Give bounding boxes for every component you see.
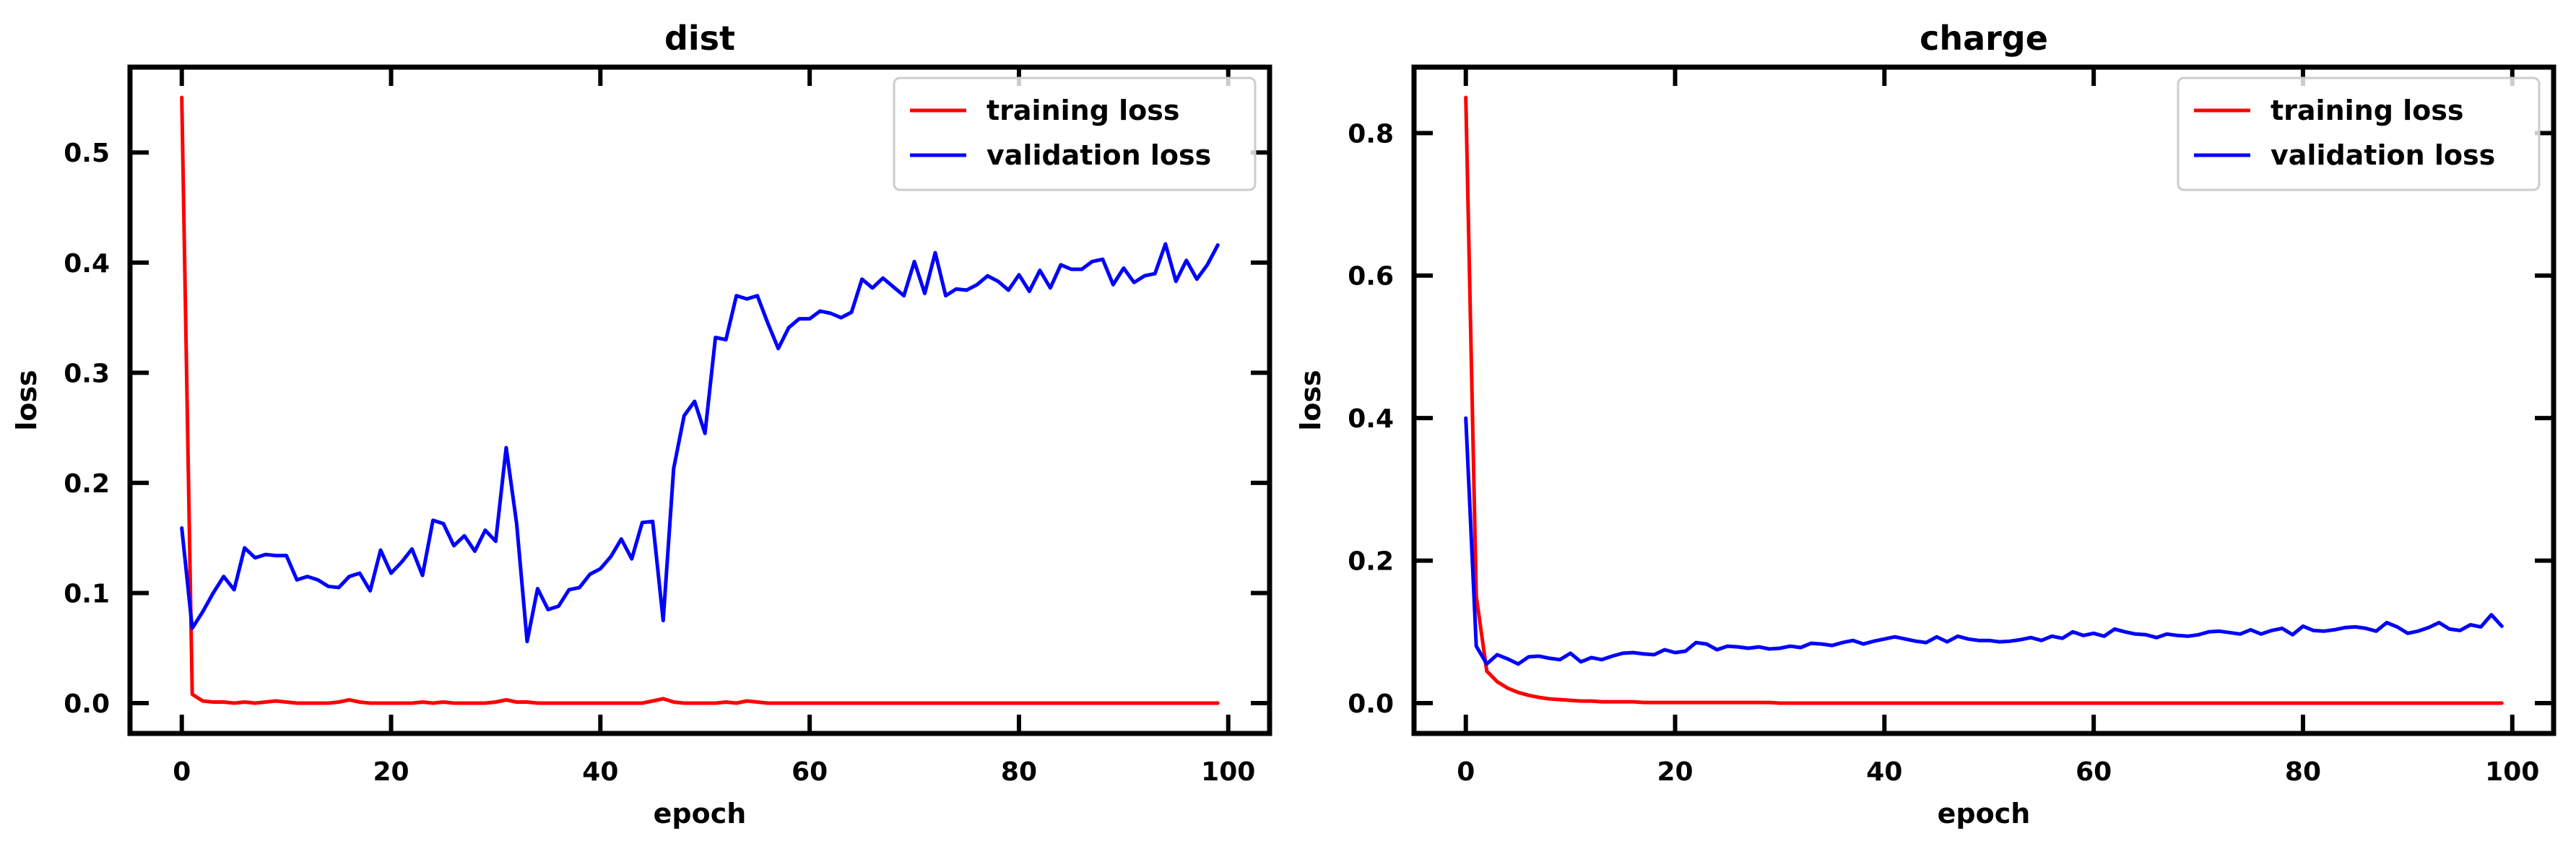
x-tick-label: 80 [2285,757,2321,787]
x-tick-label: 100 [1201,757,1255,787]
legend-label: validation loss [2271,139,2495,171]
y-tick-label: 0.0 [1348,689,1394,719]
legend-label: validation loss [986,139,1211,171]
y-tick-label: 0.5 [64,139,110,168]
y-tick-label: 0.6 [1348,262,1394,292]
chart-title: charge [1920,19,2048,58]
x-tick-label: 0 [1457,757,1475,787]
x-tick-label: 100 [2485,757,2539,787]
series-line-training-loss [1464,95,2504,705]
y-tick-label: 0.1 [64,579,110,609]
legend: training loss validation loss [2177,77,2541,191]
x-tick-label: 0 [173,757,191,787]
y-tick-label: 0.0 [64,689,110,719]
series-line-validation-loss [1464,416,2504,666]
legend: training loss validation loss [893,77,1257,191]
axes-frame [127,64,1272,736]
x-axis-label: epoch [654,798,747,829]
series-line-validation-loss [180,242,1220,644]
x-tick-label: 60 [792,757,828,787]
legend-box [2177,77,2541,191]
chart-title: dist [664,19,735,58]
legend-box [893,77,1257,191]
series-line-training-loss [180,95,1220,705]
plot-area [180,95,1220,705]
y-tick-label: 0.4 [64,249,110,279]
axes-frame [1411,64,2557,736]
x-tick-label: 80 [1001,757,1037,787]
x-tick-label: 20 [373,757,409,787]
y-tick-label: 0.3 [64,359,110,388]
legend-label: training loss [2271,95,2464,126]
y-tick-label: 0.4 [1348,404,1394,434]
x-axis-label: epoch [1938,798,2031,829]
y-tick-label: 0.2 [1348,547,1394,577]
chart-panel-charge: charge 0 20 40 60 80 100 0.0 0.2 0.4 0.6 0.8 epoch lo… [1295,19,2557,829]
chart-panel-dist: dist 0 20 40 60 80 100 0.0 0.1 0.2 0.3 0.4 0.5 epoch l… [11,19,1272,829]
y-tick-label: 0.2 [64,469,110,499]
y-tick-label: 0.8 [1348,119,1394,149]
x-tick-label: 60 [2076,757,2112,787]
y-axis-label: loss [11,370,43,430]
legend-label: training loss [986,95,1180,126]
x-tick-label: 40 [582,757,618,787]
plot-area [1464,95,2504,705]
x-tick-label: 20 [1657,757,1693,787]
x-tick-label: 40 [1866,757,1902,787]
y-axis-label: loss [1295,370,1327,430]
